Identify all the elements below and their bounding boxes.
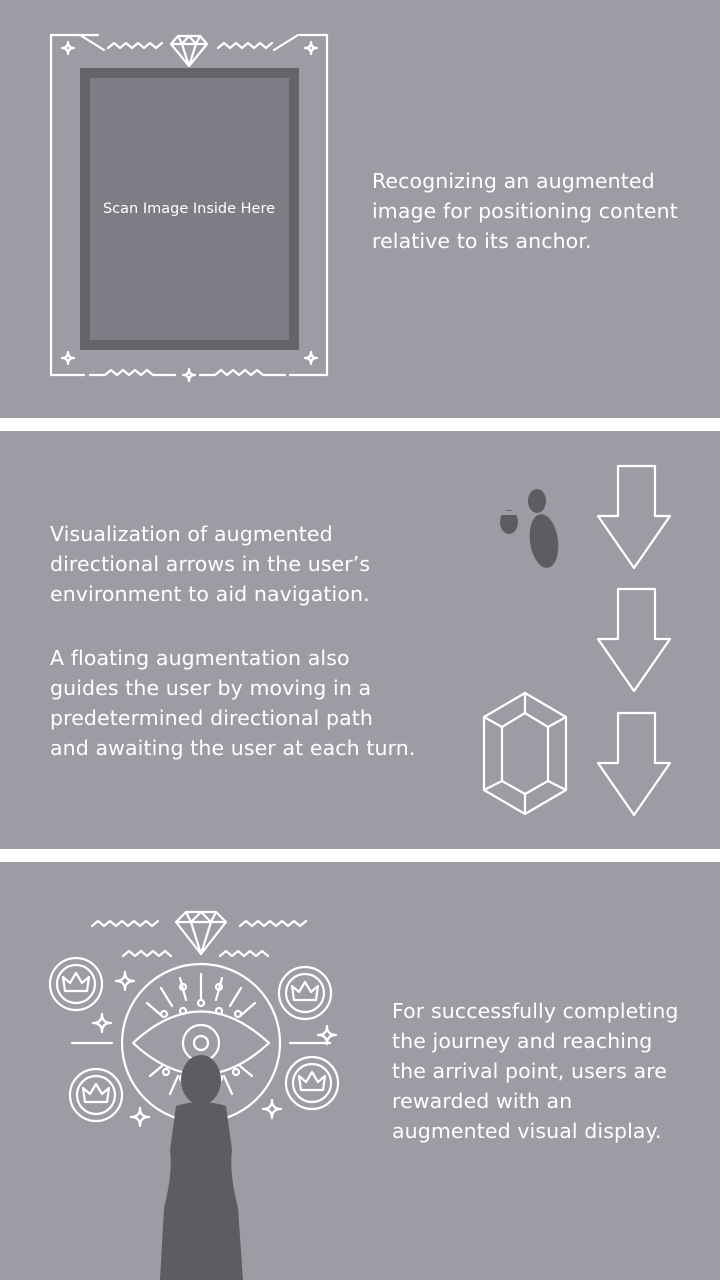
ornate-frame-border	[49, 33, 329, 377]
scan-image-label: Scan Image Inside Here	[102, 201, 276, 217]
down-arrow-icon	[596, 464, 672, 817]
reward-description: For successfully completing the journey …	[392, 999, 679, 1143]
diamond-icon	[169, 34, 209, 68]
image-recognition-description: Recognizing an augmented image for posit…	[372, 169, 678, 253]
person-silhouette-icon	[160, 1055, 243, 1280]
reward-section: For successfully completing the journey …	[0, 862, 720, 1280]
scan-frame-illustration	[49, 33, 329, 383]
image-recognition-section: Scan Image Inside Here Recognizing an au…	[0, 0, 720, 418]
navigation-illustration	[482, 464, 672, 817]
crown-coin-icon	[48, 956, 340, 1123]
floating-guide-description: A floating augmentation also guides the …	[50, 646, 416, 760]
sparkle-icon	[91, 970, 338, 1128]
diamond-icon	[174, 910, 228, 956]
footprints-icon	[496, 489, 559, 568]
navigation-description: Visualization of augmented directional a…	[50, 522, 371, 606]
navigation-section: Visualization of augmented directional a…	[0, 431, 720, 849]
hexagon-gem-icon	[482, 691, 568, 816]
reward-illustration	[48, 910, 340, 1280]
sparkle-icon	[60, 40, 319, 383]
scan-area	[90, 78, 289, 340]
